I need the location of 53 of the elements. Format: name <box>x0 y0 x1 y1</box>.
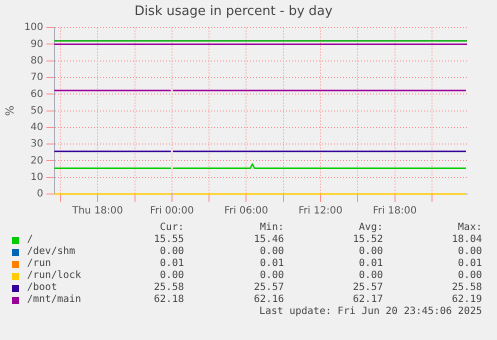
y-axis-title: % <box>3 106 16 116</box>
text: 0.01 <box>258 258 284 270</box>
text: Max: <box>456 222 482 234</box>
text: 15.46 <box>252 234 284 246</box>
x-tick-label: Fri 00:00 <box>150 206 194 217</box>
x-tick-label: Fri 06:00 <box>224 206 268 217</box>
legend-label: /mnt/main <box>27 294 82 306</box>
legend-label: /run/lock <box>27 270 82 282</box>
y-tick-label: 20 <box>30 155 44 166</box>
text: 0.00 <box>158 270 184 282</box>
text: 0.00 <box>158 246 184 258</box>
y-tick-label: 100 <box>24 22 44 34</box>
text: Cur: <box>158 222 184 234</box>
y-tick-label: 70 <box>30 72 44 84</box>
text: 25.58 <box>450 282 482 294</box>
legend-label: /dev/shm <box>27 246 76 258</box>
text: 0.00 <box>358 270 383 282</box>
text: 0.00 <box>358 246 383 258</box>
x-tick-label: Thu 18:00 <box>71 206 124 217</box>
text: 0.01 <box>158 258 184 270</box>
text: 0.00 <box>258 270 284 282</box>
y-tick-label: 0 <box>36 188 44 200</box>
x-tick-label: Fri 12:00 <box>298 206 342 217</box>
text: 62.18 <box>152 294 184 306</box>
legend-label: / <box>27 234 34 246</box>
y-tick-label: 90 <box>30 38 44 50</box>
legend-label: /boot <box>27 282 58 294</box>
text: Last update: Fri Jun 20 23:45:06 2025 <box>258 306 482 318</box>
text: 62.19 <box>450 294 482 306</box>
text: 0.00 <box>258 246 284 258</box>
text: 62.16 <box>252 294 284 306</box>
y-tick-label: 50 <box>30 105 44 116</box>
chart-title: Disk usage in percent - by day <box>134 4 333 20</box>
legend-label: /run <box>27 258 52 270</box>
text: 0.00 <box>456 246 482 258</box>
text: Avg: <box>358 222 383 234</box>
text: 0.01 <box>358 258 383 270</box>
text: 0.01 <box>456 258 482 270</box>
text: 62.17 <box>352 294 383 306</box>
x-tick-label: Fri 18:00 <box>372 206 417 217</box>
text: 25.57 <box>252 282 284 294</box>
text: 15.55 <box>152 234 184 246</box>
text: 25.58 <box>152 282 184 294</box>
text: 25.57 <box>352 282 383 294</box>
text: Min: <box>258 222 284 234</box>
text: 18.04 <box>450 234 482 246</box>
y-tick-label: 40 <box>30 122 44 134</box>
text: 15.52 <box>352 234 383 246</box>
y-tick-label: 80 <box>30 55 44 66</box>
y-tick-label: 30 <box>30 138 44 150</box>
y-tick-label: 60 <box>30 88 44 100</box>
y-tick-label: 10 <box>30 172 44 183</box>
text: 0.00 <box>456 270 482 282</box>
